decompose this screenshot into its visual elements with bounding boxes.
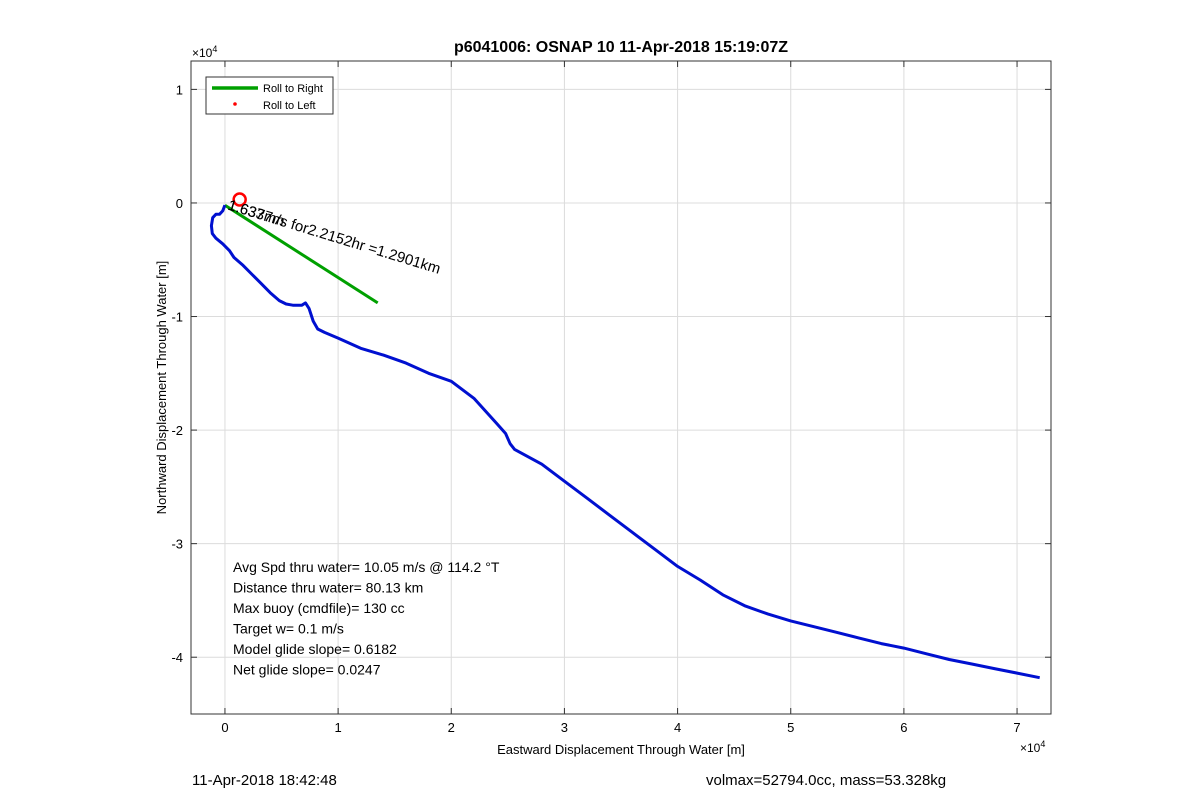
footer-timestamp: 11-Apr-2018 18:42:48 [192,772,337,789]
x-tick-label-5: 5 [787,720,794,735]
legend-box [205,76,334,115]
footer-volmax-mass: volmax=52794.0cc, mass=53.328kg [706,772,947,789]
x-tick-label-6: 6 [900,720,907,735]
x-tick-label-3: 3 [561,720,568,735]
x-axis-label: Eastward Displacement Through Water [m] [497,742,745,757]
tick-marks [191,61,1051,714]
axes-box [190,60,1052,715]
legend-swatch-1 [233,102,237,106]
x-exponent-label: ×104 [1020,739,1045,755]
y-tick-label-0: 1 [176,82,183,97]
x-tick-label-7: 7 [1013,720,1020,735]
y-exponent-label: ×104 [192,44,217,60]
y-tick-label-2: -1 [171,310,183,325]
x-tick-label-2: 2 [448,720,455,735]
chart-title: p6041006: OSNAP 10 11-Apr-2018 15:19:07Z [454,39,788,56]
x-tick-label-1: 1 [334,720,341,735]
x-tick-label-4: 4 [674,720,681,735]
y-tick-label-1: 0 [176,196,183,211]
x-tick-label-0: 0 [221,720,228,735]
legend-label-1: Roll to Left [263,100,316,112]
stats-line-5: Net glide slope= 0.0247 [233,662,381,678]
stats-line-3: Target w= 0.1 m/s [233,621,344,637]
roll-right-segment-0 [224,203,379,305]
y-axis-label: Northward Displacement Through Water [m] [154,261,169,515]
roll-left-marker-0 [232,192,247,207]
plot-area [191,61,1051,714]
legend-label-0: Roll to Right [263,83,323,95]
stats-line-4: Model glide slope= 0.6182 [233,641,397,657]
y-tick-label-5: -4 [171,650,183,665]
stats-line-2: Max buoy (cmdfile)= 130 cc [233,600,405,616]
series-line-0 [209,204,1040,680]
grid [191,61,1051,714]
y-tick-label-4: -3 [171,537,183,552]
y-tick-label-3: -2 [171,423,183,438]
stats-line-1: Distance thru water= 80.13 km [233,580,423,596]
stats-line-0: Avg Spd thru water= 10.05 m/s @ 114.2 °T [233,559,500,575]
legend: Roll to Right Roll to Left [205,76,334,115]
